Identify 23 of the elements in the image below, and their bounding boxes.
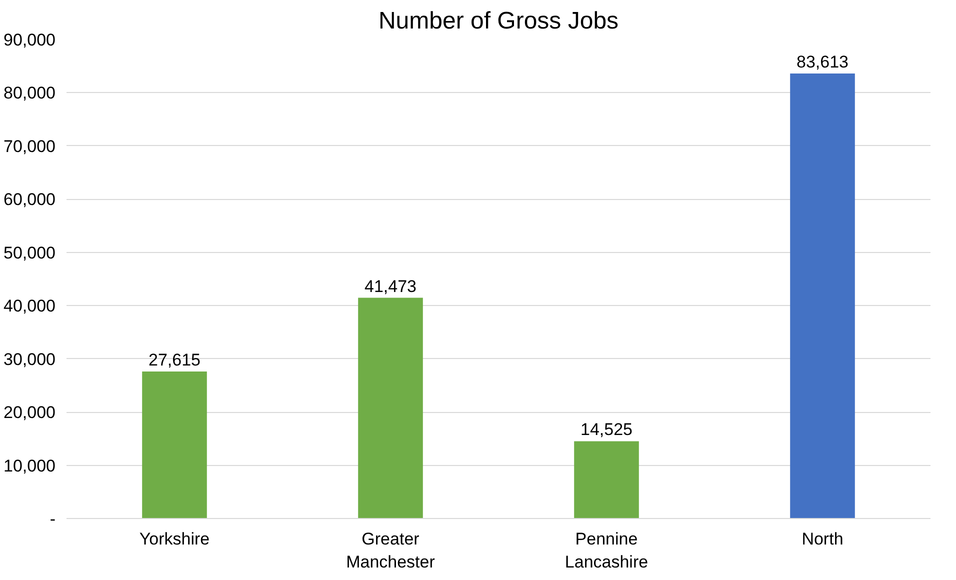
x-tick-label: North: [802, 530, 844, 548]
y-tick-label: 70,000: [4, 136, 56, 156]
y-tick-label: 90,000: [4, 30, 56, 50]
y-tick-label: -: [50, 510, 56, 528]
y-tick-label: 30,000: [4, 350, 56, 369]
data-label: 27,615: [148, 350, 200, 370]
y-tick-label: 60,000: [4, 190, 56, 210]
data-label: 14,525: [580, 420, 632, 440]
bar: [790, 73, 855, 518]
y-tick-label: 10,000: [4, 456, 56, 476]
x-tick-label: Pennine Lancashire: [564, 530, 648, 572]
chart-title: Number of Gross Jobs: [378, 8, 619, 34]
bar: [142, 372, 207, 518]
y-tick-label: 50,000: [4, 243, 56, 262]
bar: [358, 298, 423, 518]
y-tick-label: 80,000: [4, 84, 56, 103]
x-tick-label: Greater Manchester: [346, 530, 436, 572]
data-label: 41,473: [364, 276, 416, 296]
bar: [574, 441, 639, 518]
data-label: 83,613: [796, 52, 848, 72]
y-tick-label: 20,000: [4, 403, 56, 422]
y-tick-label: 40,000: [4, 296, 56, 316]
x-tick-label: Yorkshire: [139, 530, 210, 548]
